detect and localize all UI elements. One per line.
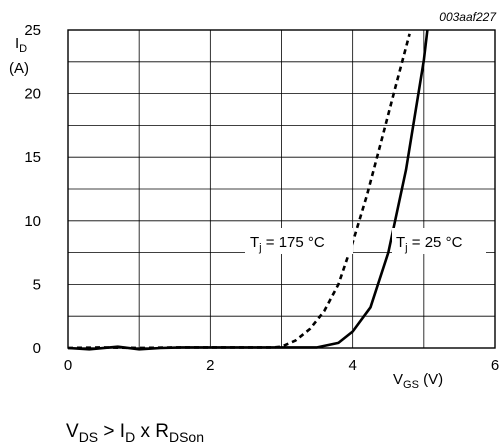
series-label-175: Tj = 175 °C	[245, 228, 353, 254]
y-axis-ticks: 0 5 10 15 20 25	[24, 22, 41, 357]
test-condition: VDS > ID x RDSon	[66, 421, 204, 445]
plot-grid	[68, 30, 495, 348]
figure-id: 003aaf227	[439, 10, 497, 24]
x-tick-label: 6	[491, 357, 499, 374]
series-label-25: Tj = 25 °C	[392, 228, 486, 254]
y-axis-unit: (A)	[9, 60, 29, 77]
y-tick-label: 15	[24, 149, 41, 166]
y-tick-label: 5	[33, 276, 41, 293]
x-tick-label: 4	[348, 357, 356, 374]
series-lines	[67, 29, 429, 351]
y-tick-label: 20	[24, 86, 41, 103]
y-tick-label: 25	[24, 22, 41, 39]
x-tick-label: 2	[206, 357, 214, 374]
series-label-25-text: Tj = 25 °C	[396, 234, 463, 254]
series-label-25-bg	[392, 228, 486, 254]
x-axis-ticks: 0 2 4 6	[64, 357, 499, 374]
y-tick-label: 0	[33, 340, 41, 357]
series-line-tj-175	[67, 33, 411, 350]
series-line-tj-25	[67, 29, 429, 351]
series-label-175-bg	[245, 228, 353, 254]
x-tick-label: 0	[64, 357, 72, 374]
x-axis-label: VGS (V)	[393, 371, 443, 391]
y-axis-label: ID	[15, 35, 27, 55]
y-tick-label: 10	[24, 213, 41, 230]
series-label-175-text: Tj = 175 °C	[250, 234, 325, 254]
